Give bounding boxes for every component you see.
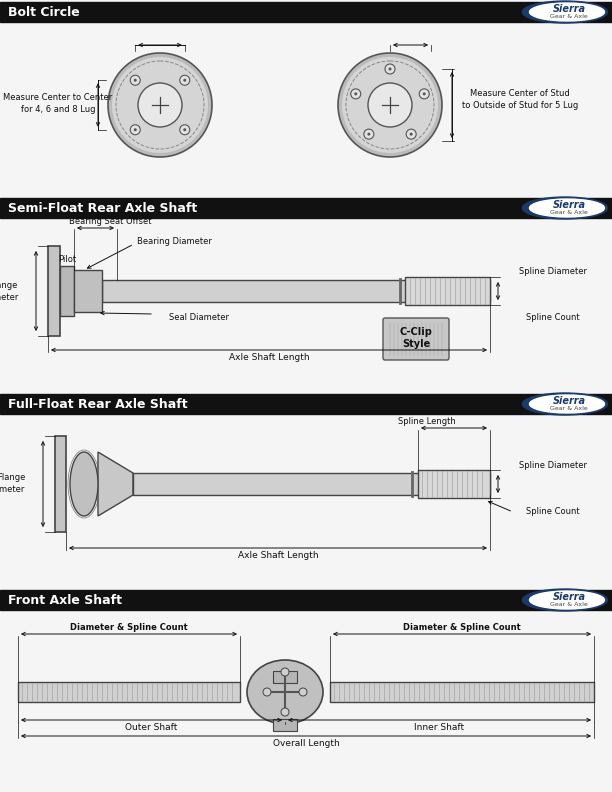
Text: Inner Shaft: Inner Shaft xyxy=(414,722,465,732)
Ellipse shape xyxy=(529,3,605,21)
Circle shape xyxy=(281,708,289,716)
Circle shape xyxy=(385,64,395,74)
Circle shape xyxy=(351,89,360,99)
Text: Axle Shaft Length: Axle Shaft Length xyxy=(229,353,309,363)
Text: Spline Diameter: Spline Diameter xyxy=(519,268,587,276)
Text: Sierra: Sierra xyxy=(553,3,586,13)
Ellipse shape xyxy=(247,660,323,724)
Text: to Outside of Stud for 5 Lug: to Outside of Stud for 5 Lug xyxy=(462,101,578,109)
Circle shape xyxy=(354,93,357,95)
Text: Flange: Flange xyxy=(0,474,25,482)
Bar xyxy=(405,277,490,305)
Circle shape xyxy=(180,75,190,86)
Bar xyxy=(74,270,102,312)
Circle shape xyxy=(389,67,392,70)
Polygon shape xyxy=(98,452,133,516)
Text: Gear & Axle: Gear & Axle xyxy=(550,210,588,215)
Text: Gear & Axle: Gear & Axle xyxy=(550,406,588,411)
Circle shape xyxy=(338,53,442,157)
Ellipse shape xyxy=(523,589,608,611)
Text: Sierra: Sierra xyxy=(553,592,586,601)
Bar xyxy=(0,394,612,414)
Circle shape xyxy=(108,53,212,157)
Text: Flange: Flange xyxy=(0,280,18,290)
Text: Sierra: Sierra xyxy=(553,200,586,210)
Bar xyxy=(418,470,490,498)
Text: Overall Length: Overall Length xyxy=(272,738,340,748)
Circle shape xyxy=(180,125,190,135)
Circle shape xyxy=(112,57,208,153)
Circle shape xyxy=(134,78,136,82)
Text: Bolt Circle: Bolt Circle xyxy=(8,6,80,18)
Text: Sierra: Sierra xyxy=(553,395,586,406)
Circle shape xyxy=(130,125,140,135)
Text: Front Axle Shaft: Front Axle Shaft xyxy=(8,593,122,607)
Ellipse shape xyxy=(529,395,605,413)
Bar xyxy=(55,436,66,532)
Bar xyxy=(133,473,490,495)
Ellipse shape xyxy=(523,393,608,415)
Circle shape xyxy=(299,688,307,696)
Text: C-Clip: C-Clip xyxy=(400,327,433,337)
Circle shape xyxy=(183,78,186,82)
Ellipse shape xyxy=(523,1,608,23)
Circle shape xyxy=(364,129,374,139)
Text: Measure Center of Stud: Measure Center of Stud xyxy=(470,89,570,97)
Text: Pilot: Pilot xyxy=(58,254,76,264)
Text: Outer Shaft: Outer Shaft xyxy=(125,722,177,732)
Text: Bearing Diameter: Bearing Diameter xyxy=(136,238,211,246)
Text: Gear & Axle: Gear & Axle xyxy=(550,14,588,19)
Text: Bearing Seat Offset: Bearing Seat Offset xyxy=(69,218,152,227)
Text: Diameter: Diameter xyxy=(0,292,18,302)
Circle shape xyxy=(130,75,140,86)
Ellipse shape xyxy=(529,591,605,609)
Circle shape xyxy=(134,128,136,131)
Ellipse shape xyxy=(529,199,605,217)
Circle shape xyxy=(423,93,426,95)
Circle shape xyxy=(183,128,186,131)
Circle shape xyxy=(138,83,182,127)
Ellipse shape xyxy=(523,197,608,219)
Text: Seal Diameter: Seal Diameter xyxy=(169,314,229,322)
Ellipse shape xyxy=(70,452,98,516)
Text: for 4, 6 and 8 Lug: for 4, 6 and 8 Lug xyxy=(21,105,95,113)
Text: Spline Count: Spline Count xyxy=(526,508,580,516)
Bar xyxy=(0,590,612,610)
Text: Gear & Axle: Gear & Axle xyxy=(550,602,588,607)
Circle shape xyxy=(419,89,429,99)
Circle shape xyxy=(368,83,412,127)
Bar xyxy=(273,671,297,683)
Text: Spline Length: Spline Length xyxy=(398,417,456,427)
Text: Measure Center to Center: Measure Center to Center xyxy=(4,93,113,101)
FancyBboxPatch shape xyxy=(383,318,449,360)
Circle shape xyxy=(281,668,289,676)
Circle shape xyxy=(406,129,416,139)
Circle shape xyxy=(263,688,271,696)
Bar xyxy=(0,198,612,218)
Circle shape xyxy=(342,57,438,153)
Text: Full-Float Rear Axle Shaft: Full-Float Rear Axle Shaft xyxy=(8,398,188,410)
Text: Diameter & Spline Count: Diameter & Spline Count xyxy=(403,623,521,633)
Text: Diameter: Diameter xyxy=(0,485,25,494)
Text: Semi-Float Rear Axle Shaft: Semi-Float Rear Axle Shaft xyxy=(8,201,197,215)
Text: Style: Style xyxy=(402,339,430,349)
Bar xyxy=(330,682,594,702)
Circle shape xyxy=(367,132,370,135)
Bar xyxy=(18,682,240,702)
Text: Spline Count: Spline Count xyxy=(526,313,580,322)
Bar xyxy=(0,2,612,22)
Text: Diameter & Spline Count: Diameter & Spline Count xyxy=(70,623,188,633)
Text: Axle Shaft Length: Axle Shaft Length xyxy=(237,551,318,561)
Bar xyxy=(273,719,297,731)
Text: Spline Diameter: Spline Diameter xyxy=(519,460,587,470)
Bar xyxy=(60,266,74,316)
Circle shape xyxy=(409,132,412,135)
Bar xyxy=(102,280,490,302)
Bar xyxy=(48,246,60,336)
